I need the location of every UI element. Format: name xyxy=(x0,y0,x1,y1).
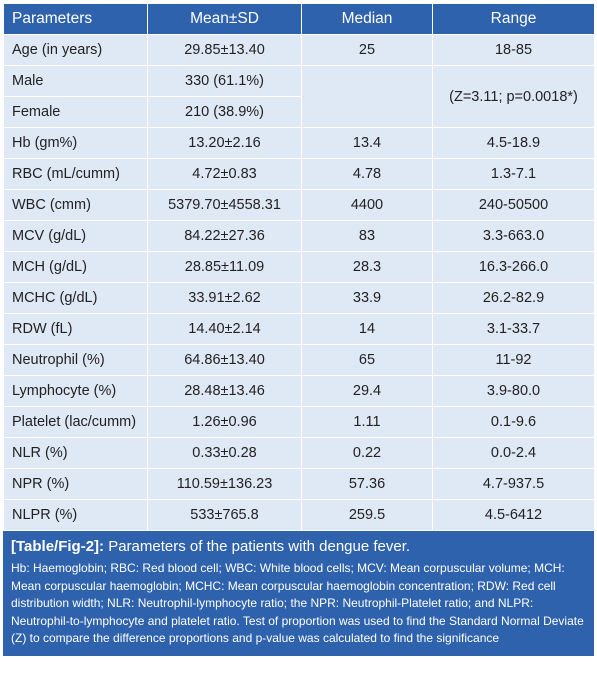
cell-median: 0.22 xyxy=(301,437,433,469)
cell-median: 13.4 xyxy=(301,127,433,159)
cell-mean: 29.85±13.40 xyxy=(147,34,302,66)
header-median: Median xyxy=(301,3,433,35)
cell-parameter: MCV (g/dL) xyxy=(3,220,148,252)
cell-range: 0.1-9.6 xyxy=(432,406,595,438)
parameters-table: Parameters Mean±SD Median Range Age (in … xyxy=(3,3,595,531)
cell-parameter: Male xyxy=(3,65,148,97)
cell-mean: 5379.70±4558.31 xyxy=(147,189,302,221)
table-row: Platelet (lac/cumm) 1.26±0.96 1.11 0.1-9… xyxy=(3,406,595,438)
caption-title-text: Parameters of the patients with dengue f… xyxy=(104,538,411,555)
cell-parameter: Hb (gm%) xyxy=(3,127,148,159)
cell-range: 4.5-6412 xyxy=(432,499,595,531)
table-row: MCH (g/dL) 28.85±11.09 28.3 16.3-266.0 xyxy=(3,251,595,283)
cell-median: 4400 xyxy=(301,189,433,221)
cell-range: 3.1-33.7 xyxy=(432,313,595,345)
cell-mean: 14.40±2.14 xyxy=(147,313,302,345)
cell-mean: 210 (38.9%) xyxy=(147,96,302,128)
table-row: Age (in years) 29.85±13.40 25 18-85 xyxy=(3,34,595,66)
cell-mean: 533±765.8 xyxy=(147,499,302,531)
table-row: RBC (mL/cumm) 4.72±0.83 4.78 1.3-7.1 xyxy=(3,158,595,190)
table-row: Female 210 (38.9%) xyxy=(3,96,595,128)
cell-median: 259.5 xyxy=(301,499,433,531)
cell-range: 4.5-18.9 xyxy=(432,127,595,159)
cell-range: 4.7-937.5 xyxy=(432,468,595,500)
cell-median: 4.78 xyxy=(301,158,433,190)
cell-mean: 28.48±13.46 xyxy=(147,375,302,407)
table-row: MCV (g/dL) 84.22±27.36 83 3.3-663.0 xyxy=(3,220,595,252)
cell-mean: 0.33±0.28 xyxy=(147,437,302,469)
cell-range: 16.3-266.0 xyxy=(432,251,595,283)
table-row: Neutrophil (%) 64.86±13.40 65 11-92 xyxy=(3,344,595,376)
cell-range-z-test: (Z=3.11; p=0.0018*) xyxy=(432,65,595,128)
cell-median: 14 xyxy=(301,313,433,345)
cell-mean: 64.86±13.40 xyxy=(147,344,302,376)
table-row: Lymphocyte (%) 28.48±13.46 29.4 3.9-80.0 xyxy=(3,375,595,407)
cell-median: 83 xyxy=(301,220,433,252)
cell-mean: 28.85±11.09 xyxy=(147,251,302,283)
cell-parameter: MCHC (g/dL) xyxy=(3,282,148,314)
cell-parameter: Platelet (lac/cumm) xyxy=(3,406,148,438)
cell-parameter: MCH (g/dL) xyxy=(3,251,148,283)
cell-range: 26.2-82.9 xyxy=(432,282,595,314)
table-row: MCHC (g/dL) 33.91±2.62 33.9 26.2-82.9 xyxy=(3,282,595,314)
caption-footnote: Hb: Haemoglobin; RBC: Red blood cell; WB… xyxy=(11,561,584,645)
cell-range: 18-85 xyxy=(432,34,595,66)
cell-parameter: Neutrophil (%) xyxy=(3,344,148,376)
cell-mean: 4.72±0.83 xyxy=(147,158,302,190)
cell-parameter: NLR (%) xyxy=(3,437,148,469)
cell-median: 33.9 xyxy=(301,282,433,314)
cell-parameter: WBC (cmm) xyxy=(3,189,148,221)
table-row: WBC (cmm) 5379.70±4558.31 4400 240-50500 xyxy=(3,189,595,221)
table-row: Hb (gm%) 13.20±2.16 13.4 4.5-18.9 xyxy=(3,127,595,159)
cell-parameter: Female xyxy=(3,96,148,128)
cell-parameter: RBC (mL/cumm) xyxy=(3,158,148,190)
cell-median xyxy=(301,65,433,128)
cell-mean: 330 (61.1%) xyxy=(147,65,302,97)
cell-range: 0.0-2.4 xyxy=(432,437,595,469)
cell-parameter: NLPR (%) xyxy=(3,499,148,531)
cell-median: 65 xyxy=(301,344,433,376)
cell-mean: 110.59±136.23 xyxy=(147,468,302,500)
table-row: NPR (%) 110.59±136.23 57.36 4.7-937.5 xyxy=(3,468,595,500)
cell-mean: 1.26±0.96 xyxy=(147,406,302,438)
table-row: NLR (%) 0.33±0.28 0.22 0.0-2.4 xyxy=(3,437,595,469)
cell-range: 11-92 xyxy=(432,344,595,376)
table-caption: [Table/Fig-2]: Parameters of the patient… xyxy=(3,531,594,656)
cell-range: 1.3-7.1 xyxy=(432,158,595,190)
cell-range: 3.3-663.0 xyxy=(432,220,595,252)
table-row: Male 330 (61.1%) (Z=3.11; p=0.0018*) xyxy=(3,65,595,128)
table-figure: Parameters Mean±SD Median Range Age (in … xyxy=(3,3,595,656)
cell-median: 25 xyxy=(301,34,433,66)
cell-range: 240-50500 xyxy=(432,189,595,221)
header-range: Range xyxy=(432,3,595,35)
cell-parameter: Age (in years) xyxy=(3,34,148,66)
cell-mean: 84.22±27.36 xyxy=(147,220,302,252)
cell-mean: 13.20±2.16 xyxy=(147,127,302,159)
header-parameters: Parameters xyxy=(3,3,148,35)
cell-median: 1.11 xyxy=(301,406,433,438)
caption-title: [Table/Fig-2]: Parameters of the patient… xyxy=(11,537,586,557)
caption-label: [Table/Fig-2]: xyxy=(11,538,105,555)
cell-median: 57.36 xyxy=(301,468,433,500)
cell-parameter: RDW (fL) xyxy=(3,313,148,345)
cell-median: 29.4 xyxy=(301,375,433,407)
cell-parameter: NPR (%) xyxy=(3,468,148,500)
cell-median: 28.3 xyxy=(301,251,433,283)
header-row: Parameters Mean±SD Median Range xyxy=(3,3,595,35)
table-row: RDW (fL) 14.40±2.14 14 3.1-33.7 xyxy=(3,313,595,345)
table-row: NLPR (%) 533±765.8 259.5 4.5-6412 xyxy=(3,499,595,531)
cell-range: 3.9-80.0 xyxy=(432,375,595,407)
cell-parameter: Lymphocyte (%) xyxy=(3,375,148,407)
header-mean-sd: Mean±SD xyxy=(147,3,302,35)
cell-mean: 33.91±2.62 xyxy=(147,282,302,314)
